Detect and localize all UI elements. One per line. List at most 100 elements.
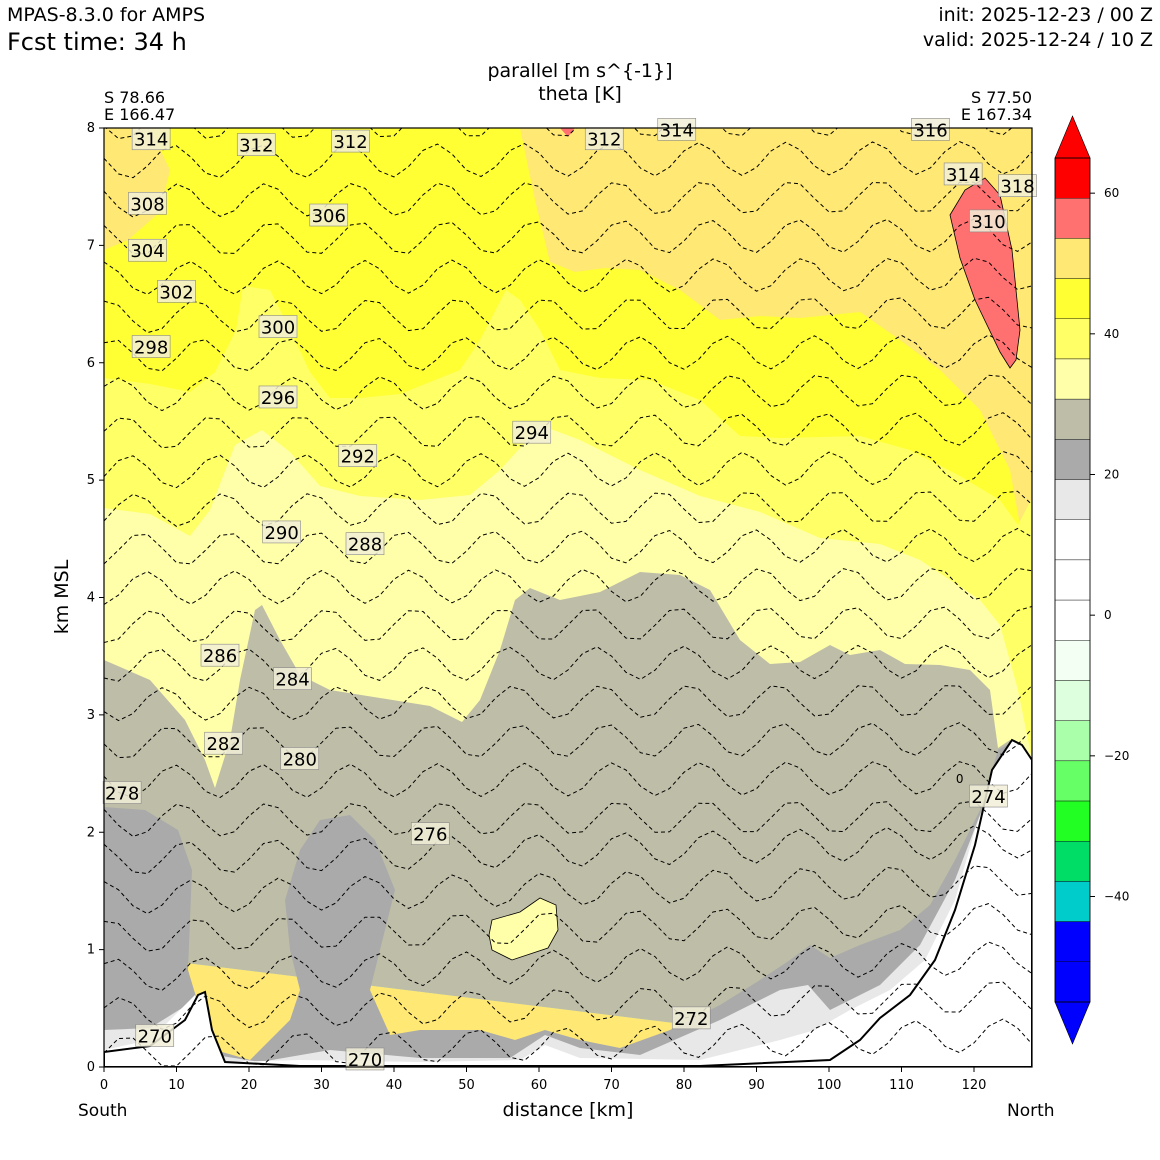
colorbar-swatch <box>1054 358 1091 400</box>
theta-contour <box>104 606 1032 643</box>
svg-text:300: 300 <box>261 318 295 339</box>
model-title: MPAS-8.3.0 for AMPS <box>7 4 206 26</box>
theta-label: 294 <box>512 420 552 444</box>
theta-label: 318 <box>998 174 1037 198</box>
colorbar-tick-label: −20 <box>1104 749 1129 763</box>
colorbar-swatch <box>1054 640 1091 681</box>
x-tick-label: 110 <box>889 1078 914 1093</box>
chart-title: parallel [m s^{-1}] <box>487 60 673 82</box>
theta-label: 314 <box>943 162 983 186</box>
colorbar-swatch <box>1054 318 1091 360</box>
svg-text:318: 318 <box>1000 177 1034 198</box>
colorbar-swatch <box>1054 238 1091 279</box>
theta-label: 292 <box>338 444 378 468</box>
end-latitude: S 77.50 <box>970 88 1032 107</box>
theta-label: 308 <box>128 191 167 215</box>
x-tick-label: 30 <box>313 1078 330 1093</box>
svg-text:270: 270 <box>138 1026 172 1047</box>
y-tick-label: 8 <box>87 121 95 136</box>
colorbar-tick-label: 0 <box>1104 608 1112 622</box>
terrain <box>104 738 1032 1067</box>
colorbar-tick-label: −40 <box>1104 890 1129 904</box>
theta-label: 280 <box>280 747 320 770</box>
svg-text:276: 276 <box>413 825 447 846</box>
theta-contour <box>104 567 1032 605</box>
start-longitude: E 166.47 <box>104 105 176 124</box>
svg-text:306: 306 <box>312 206 346 227</box>
theta-label: 270 <box>345 1047 385 1071</box>
colorbar-tick-label: 20 <box>1104 468 1119 482</box>
forecast-time: Fcst time: 34 h <box>7 28 187 56</box>
colorbar <box>1054 115 1091 1045</box>
theta-contour <box>104 761 1032 799</box>
theta-label: 304 <box>128 238 167 262</box>
svg-text:314: 314 <box>134 130 168 151</box>
x-axis-ticks: 0 10 20 30 40 50 60 70 80 90 100 110 120 <box>100 1067 987 1093</box>
theta-contour <box>104 800 1032 837</box>
theta-label: 276 <box>410 822 450 846</box>
theta-label: 282 <box>204 731 243 755</box>
colorbar-swatch <box>1054 841 1091 882</box>
colorbar-swatch <box>1054 720 1091 762</box>
theta-label: 284 <box>273 667 312 691</box>
svg-text:280: 280 <box>283 749 317 770</box>
colorbar-swatch <box>1054 921 1091 963</box>
colorbar-swatch <box>1054 881 1091 922</box>
colorbar-swatch <box>1054 278 1091 319</box>
theta-contour-labels: 270 270 272 274 276 278 280 282 284 286 288 290 292 2… <box>102 118 1037 1071</box>
chart-subtitle: theta [K] <box>538 83 622 105</box>
theta-label: 314 <box>131 127 171 151</box>
x-tick-label: 50 <box>458 1078 475 1093</box>
svg-text:296: 296 <box>261 388 295 409</box>
init-time: init: 2025-12-23 / 00 Z <box>938 4 1153 26</box>
colorbar-swatch <box>1054 961 1091 1003</box>
svg-text:282: 282 <box>206 734 240 755</box>
theta-contour <box>104 374 1032 412</box>
theta-label: 272 <box>671 1006 711 1030</box>
theta-contour <box>104 941 1032 991</box>
colorbar-swatch <box>1054 760 1091 802</box>
theta-contour <box>104 825 1032 875</box>
svg-text:310: 310 <box>971 212 1005 233</box>
theta-contours <box>104 128 1032 1067</box>
y-tick-label: 0 <box>87 1060 95 1075</box>
svg-text:274: 274 <box>971 787 1005 808</box>
colorbar-ticks: 60 40 20 0 −20 −40 <box>1090 186 1129 904</box>
y-tick-label: 7 <box>87 238 95 253</box>
x-tick-label: 100 <box>817 1078 842 1093</box>
start-latitude: S 78.66 <box>104 88 166 107</box>
theta-label: 302 <box>157 280 196 303</box>
colorbar-swatch <box>1054 800 1091 842</box>
svg-text:294: 294 <box>515 423 549 444</box>
colorbar-swatch <box>1054 157 1091 199</box>
theta-label: 310 <box>969 209 1008 233</box>
svg-text:284: 284 <box>275 670 309 691</box>
y-axis-ticks: 0 1 2 3 4 5 6 7 8 <box>87 121 104 1075</box>
theta-label: 316 <box>911 118 950 141</box>
svg-text:312: 312 <box>333 132 367 153</box>
north-end-label: North <box>1007 1101 1055 1121</box>
theta-label: 312 <box>584 127 624 151</box>
x-tick-label: 120 <box>962 1078 987 1093</box>
svg-text:312: 312 <box>239 136 273 157</box>
svg-text:298: 298 <box>134 337 168 358</box>
svg-text:270: 270 <box>348 1050 382 1071</box>
svg-text:292: 292 <box>341 447 375 468</box>
theta-contour <box>105 128 1013 140</box>
colorbar-swatch <box>1054 599 1091 641</box>
svg-text:308: 308 <box>130 194 164 215</box>
svg-text:272: 272 <box>674 1009 708 1030</box>
svg-text:312: 312 <box>587 130 621 151</box>
theta-contour <box>104 181 1032 218</box>
svg-text:288: 288 <box>348 535 382 556</box>
theta-label: 278 <box>102 781 142 805</box>
colorbar-tick-label: 60 <box>1104 186 1119 200</box>
theta-contour <box>104 865 1032 915</box>
svg-text:316: 316 <box>913 120 947 141</box>
theta-label: 290 <box>262 520 301 544</box>
x-tick-label: 20 <box>241 1078 258 1093</box>
y-tick-label: 2 <box>87 825 95 840</box>
x-tick-label: 10 <box>168 1078 185 1093</box>
x-tick-label: 0 <box>100 1078 108 1093</box>
